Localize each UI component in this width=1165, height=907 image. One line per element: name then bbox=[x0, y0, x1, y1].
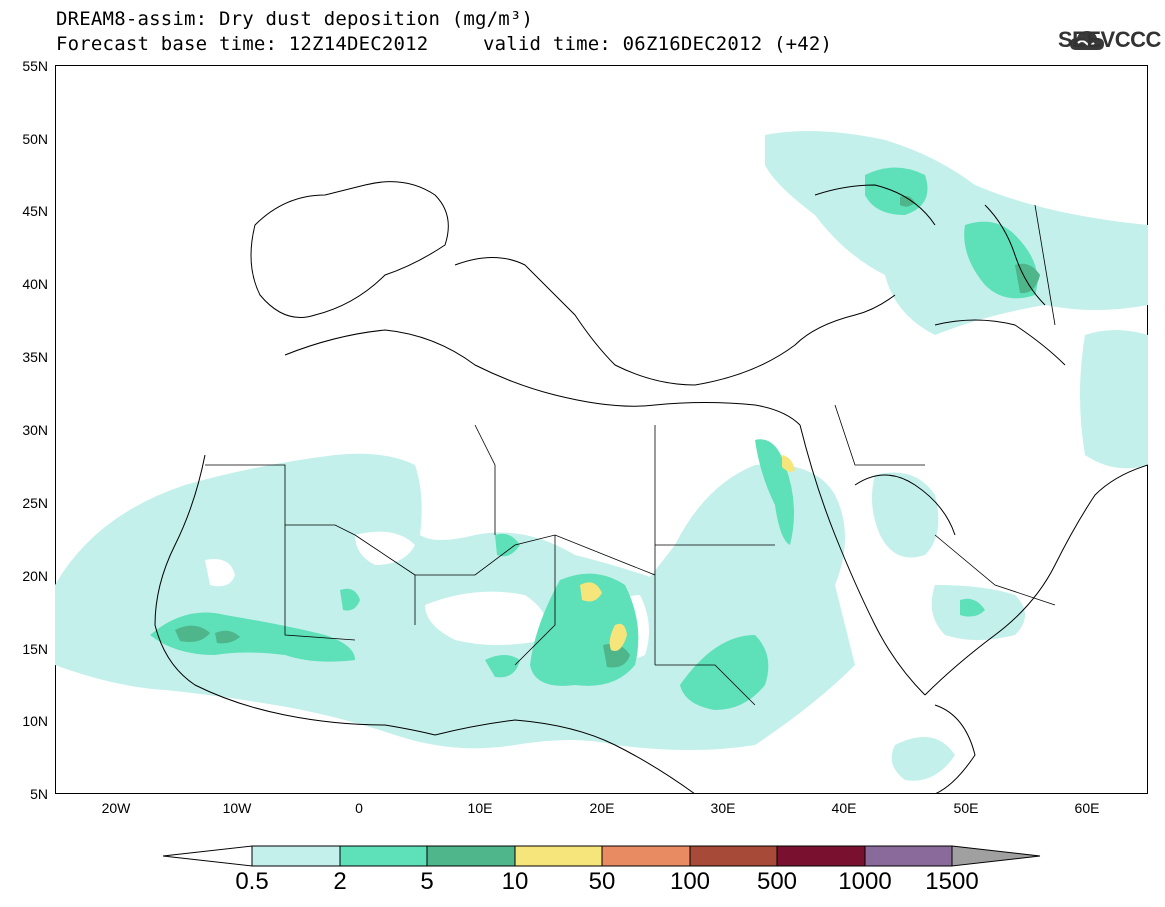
lon-tick-label: 40E bbox=[831, 800, 857, 816]
colorbar-swatch bbox=[601, 845, 691, 867]
colorbar-swatch bbox=[689, 845, 778, 867]
deposition-level-10 bbox=[580, 455, 795, 651]
lon-tick-label: 60E bbox=[1074, 800, 1100, 816]
lat-tick-label: 20N bbox=[22, 568, 48, 584]
lon-tick-label: 50E bbox=[953, 800, 979, 816]
colorbar-swatch bbox=[339, 845, 428, 867]
lon-tick-label: 10W bbox=[222, 800, 252, 816]
lon-tick-label: 20W bbox=[101, 800, 131, 816]
lat-tick-label: 45N bbox=[22, 203, 48, 219]
colorbar-label: 50 bbox=[588, 868, 616, 895]
lon-tick-label: 20E bbox=[589, 800, 615, 816]
lat-tick-label: 40N bbox=[22, 276, 48, 292]
colorbar-under-arrow bbox=[162, 845, 253, 867]
lat-tick-label: 30N bbox=[22, 422, 48, 438]
lat-tick-label: 10N bbox=[22, 713, 48, 729]
coastlines bbox=[154, 181, 1148, 794]
lat-tick-label: 35N bbox=[22, 349, 48, 365]
colorbar-label: 10 bbox=[501, 868, 529, 895]
colorbar-swatch bbox=[514, 845, 603, 867]
colorbar bbox=[162, 845, 1041, 867]
colorbar-label: 100 bbox=[669, 868, 711, 895]
colorbar-label: 0.5 bbox=[235, 868, 269, 895]
colorbar-swatch bbox=[776, 845, 866, 867]
lon-tick-label: 30E bbox=[710, 800, 736, 816]
colorbar-swatch bbox=[426, 845, 516, 867]
forecast-base-time: Forecast base time: 12Z14DEC2012 bbox=[56, 33, 429, 55]
map-title: DREAM8-assim: Dry dust deposition (mg/m³… bbox=[56, 8, 534, 30]
lat-tick-label: 15N bbox=[22, 641, 48, 657]
lat-tick-label: 55N bbox=[22, 58, 48, 74]
lat-tick-label: 5N bbox=[30, 786, 48, 802]
colorbar-label: 5 bbox=[420, 868, 434, 895]
colorbar-label: 1500 bbox=[925, 868, 979, 895]
dust-deposition-map bbox=[55, 131, 1148, 794]
valid-time: valid time: 06Z16DEC2012 (+42) bbox=[483, 33, 833, 55]
colorbar-swatch bbox=[251, 845, 341, 867]
colorbar-label: 1000 bbox=[838, 868, 892, 895]
colorbar-swatch bbox=[864, 845, 953, 867]
colorbar-label: 2 bbox=[333, 868, 347, 895]
lon-tick-label: 10E bbox=[467, 800, 493, 816]
colorbar-over-arrow bbox=[951, 845, 1041, 867]
lat-tick-label: 50N bbox=[22, 131, 48, 147]
cloud-icon bbox=[1070, 31, 1104, 50]
seevccc-logo: SEEVCCC bbox=[1058, 27, 1161, 52]
country-borders bbox=[205, 204, 1056, 706]
lat-tick-label: 25N bbox=[22, 495, 48, 511]
colorbar-label: 500 bbox=[756, 868, 798, 895]
lon-tick-label: 0 bbox=[355, 800, 363, 816]
deposition-level-2 bbox=[150, 167, 1038, 710]
